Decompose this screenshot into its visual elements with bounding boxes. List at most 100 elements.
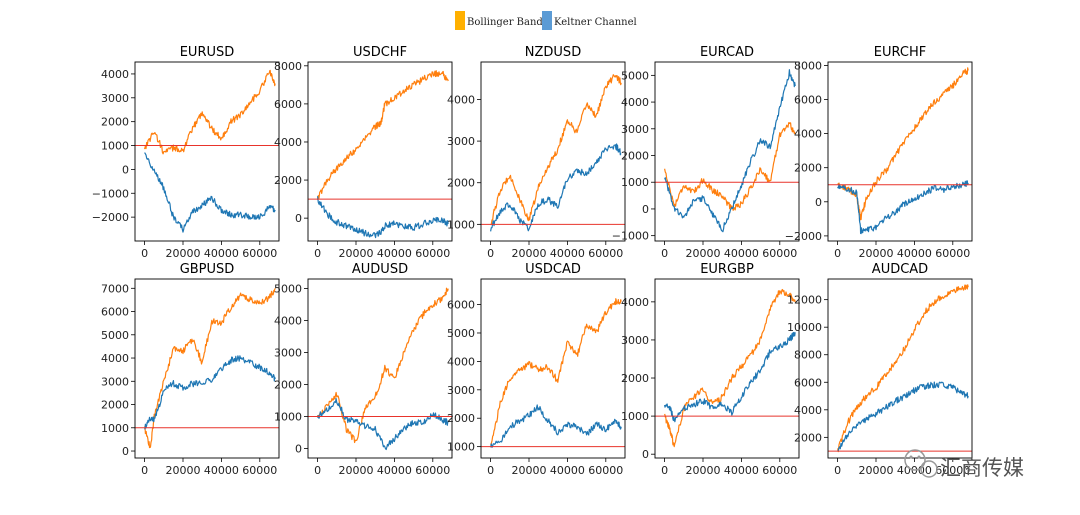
x-tick-label-gbpusd: 20000 (166, 464, 201, 477)
x-tick-label-usdcad: 0 (487, 464, 494, 477)
y-tick-label-eurusd: −2000 (92, 211, 129, 224)
y-tick-label-audcad: 6000 (794, 376, 822, 389)
plot-area-eurchf (828, 67, 972, 235)
watermark: 汇商传媒 (904, 449, 1024, 480)
plot-frame-nzdusd (480, 61, 626, 242)
x-tick-label-usdcad: 20000 (512, 464, 547, 477)
y-tick-label-audcad: 10000 (787, 321, 822, 334)
y-tick-label-audusd: 1000 (274, 410, 302, 423)
y-tick-label-usdcad: 2000 (447, 412, 475, 425)
series-line-bollinger-nzdusd (490, 74, 622, 226)
panel-title-eurchf: EURCHF (874, 45, 926, 60)
y-tick-label-gbpusd: 1000 (101, 422, 129, 435)
y-tick-label-eurgbp: 1000 (621, 410, 649, 423)
y-tick-label-eurcad: 2000 (621, 150, 649, 163)
x-tick-label-eurcad: 20000 (686, 247, 721, 260)
y-tick-label-eurchf: 6000 (794, 94, 822, 107)
x-tick-label-usdchf: 0 (314, 247, 321, 260)
x-tick-label-nzdusd: 40000 (550, 247, 585, 260)
series-line-keltner-eurchf (837, 180, 969, 235)
x-tick-label-audusd: 20000 (339, 464, 374, 477)
plot-area-gbpusd (135, 288, 279, 449)
y-tick-label-usdcad: 1000 (447, 441, 475, 454)
y-tick-label-usdchf: 6000 (274, 98, 302, 111)
panel-title-usdchf: USDCHF (353, 45, 407, 60)
series-line-bollinger-audcad (837, 284, 969, 453)
x-tick-label-usdcad: 60000 (588, 464, 623, 477)
y-tick-label-audcad: 2000 (794, 431, 822, 444)
panel-audusd: AUDUSD 0 20000 40000 60000 0 1000 2000 3000 4000 5… (274, 262, 453, 477)
series-line-bollinger-eurcad (664, 122, 796, 211)
series-line-bollinger-gbpusd (144, 288, 276, 449)
y-tick-label-gbpusd: 0 (122, 445, 129, 458)
panel-title-eurcad: EURCAD (700, 45, 754, 60)
series-line-keltner-usdchf (317, 196, 449, 239)
series-line-keltner-audcad (837, 381, 969, 452)
plot-frame-eurusd (134, 61, 280, 242)
panel-title-gbpusd: GBPUSD (180, 262, 235, 277)
legend-swatch-bollinger (455, 11, 465, 30)
x-tick-label-eurchf: 20000 (859, 247, 894, 260)
x-tick-label-audcad: 20000 (859, 464, 894, 477)
y-tick-label-eurcad: 1000 (621, 176, 649, 189)
panel-usdcad: USDCAD 0 20000 40000 60000 1000 2000 3000 4000 50… (447, 262, 626, 477)
plot-frame-usdcad (480, 278, 626, 459)
y-tick-label-eurchf: 2000 (794, 162, 822, 175)
legend: Bollinger Bands Keltner Channel (455, 11, 637, 30)
legend-label-keltner: Keltner Channel (554, 17, 637, 28)
y-tick-label-eurcad: 3000 (621, 123, 649, 136)
y-tick-label-audcad: 12000 (787, 294, 822, 307)
y-tick-label-eurcad: −1000 (612, 230, 649, 243)
series-line-bollinger-eurusd (144, 69, 276, 155)
panel-nzdusd: NZDUSD 0 20000 40000 60000 1000 2000 3000 4000 (447, 45, 626, 260)
y-tick-label-gbpusd: 2000 (101, 399, 129, 412)
plot-frame-usdchf (307, 61, 453, 242)
series-line-bollinger-usdcad (490, 298, 622, 446)
y-tick-label-usdchf: 0 (295, 212, 302, 225)
x-tick-label-usdcad: 40000 (550, 464, 585, 477)
x-tick-label-eurusd: 20000 (166, 247, 201, 260)
x-tick-label-gbpusd: 0 (141, 464, 148, 477)
y-tick-label-eurusd: 3000 (101, 92, 129, 105)
plot-area-eurcad (655, 69, 799, 233)
y-tick-label-usdcad: 3000 (447, 384, 475, 397)
panel-title-nzdusd: NZDUSD (525, 45, 581, 60)
y-tick-label-eurchf: 8000 (794, 59, 822, 72)
x-tick-label-eurusd: 40000 (204, 247, 239, 260)
y-tick-label-gbpusd: 7000 (101, 282, 129, 295)
x-tick-label-eurchf: 0 (834, 247, 841, 260)
x-tick-label-audusd: 40000 (377, 464, 412, 477)
y-tick-label-eurusd: 2000 (101, 116, 129, 129)
series-line-bollinger-usdchf (317, 70, 449, 200)
y-tick-label-eurchf: −2000 (785, 230, 822, 243)
x-tick-label-nzdusd: 20000 (512, 247, 547, 260)
x-tick-label-nzdusd: 0 (487, 247, 494, 260)
y-tick-label-nzdusd: 2000 (447, 177, 475, 190)
y-tick-label-eurusd: 1000 (101, 140, 129, 153)
plot-area-eurusd (135, 69, 279, 233)
y-tick-label-eurgbp: 3000 (621, 334, 649, 347)
x-tick-label-gbpusd: 60000 (242, 464, 277, 477)
plot-area-nzdusd (481, 74, 625, 232)
plot-frame-audcad (827, 278, 973, 459)
x-tick-label-eurgbp: 40000 (724, 464, 759, 477)
y-tick-label-eurgbp: 2000 (621, 372, 649, 385)
x-tick-label-eurgbp: 60000 (762, 464, 797, 477)
series-line-keltner-nzdusd (490, 143, 622, 232)
panel-title-audusd: AUDUSD (352, 262, 408, 277)
plot-frame-gbpusd (134, 278, 280, 459)
y-tick-label-nzdusd: 4000 (447, 93, 475, 106)
x-tick-label-eurgbp: 0 (661, 464, 668, 477)
y-tick-label-usdcad: 5000 (447, 327, 475, 340)
y-tick-label-eurgbp: 0 (642, 448, 649, 461)
plot-frame-audusd (307, 278, 453, 459)
y-tick-label-gbpusd: 6000 (101, 306, 129, 319)
y-tick-label-eurusd: 4000 (101, 68, 129, 81)
y-tick-label-gbpusd: 5000 (101, 329, 129, 342)
y-tick-label-eurchf: 0 (815, 196, 822, 209)
plot-area-usdcad (481, 298, 625, 448)
panel-title-eurgbp: EURGBP (700, 262, 754, 277)
